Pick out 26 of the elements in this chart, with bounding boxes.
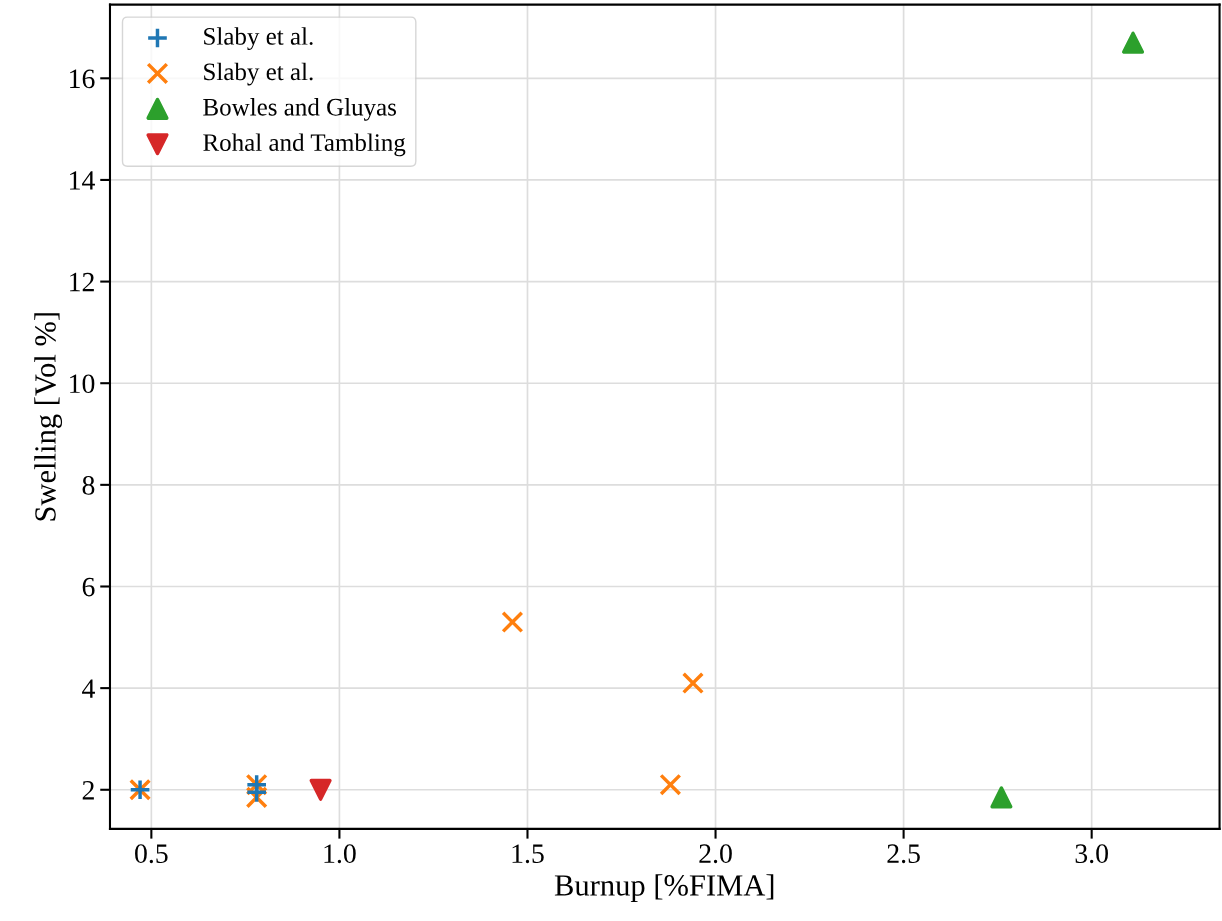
y-tick-label: 8 <box>82 476 95 495</box>
point <box>681 671 705 695</box>
legend-label: Rohal and Tambling <box>203 133 406 157</box>
x-tick-label: 2.5 <box>887 844 920 864</box>
x-tick-label: 0.5 <box>135 844 168 864</box>
y-tick-label: 14 <box>70 171 95 190</box>
point <box>309 778 332 801</box>
point <box>501 611 524 634</box>
legend-label: Bowles and Gluyas <box>203 98 396 121</box>
y-tick-label: 10 <box>70 374 95 394</box>
point <box>659 773 682 796</box>
legend-label: Slaby et al. <box>204 27 313 50</box>
point <box>990 786 1013 809</box>
x-tick-label: 2.0 <box>699 844 732 864</box>
legend-label: Slaby et al. <box>204 62 313 86</box>
y-tick-label: 6 <box>82 577 95 597</box>
x-tick-label: 1.5 <box>512 844 544 864</box>
y-tick-label: 16 <box>70 69 95 89</box>
point <box>1121 31 1145 54</box>
x-tick-label: 3.0 <box>1075 844 1108 864</box>
x-tick-label: 1.0 <box>324 844 356 864</box>
y-tick-label: 12 <box>70 272 94 292</box>
y-tick-label: 4 <box>82 679 95 698</box>
y-tick-label: 2 <box>82 781 94 800</box>
y-axis-title: Swelling [Vol %] <box>34 313 63 521</box>
x-axis-title: Burnup [%FIMA] <box>554 874 774 902</box>
